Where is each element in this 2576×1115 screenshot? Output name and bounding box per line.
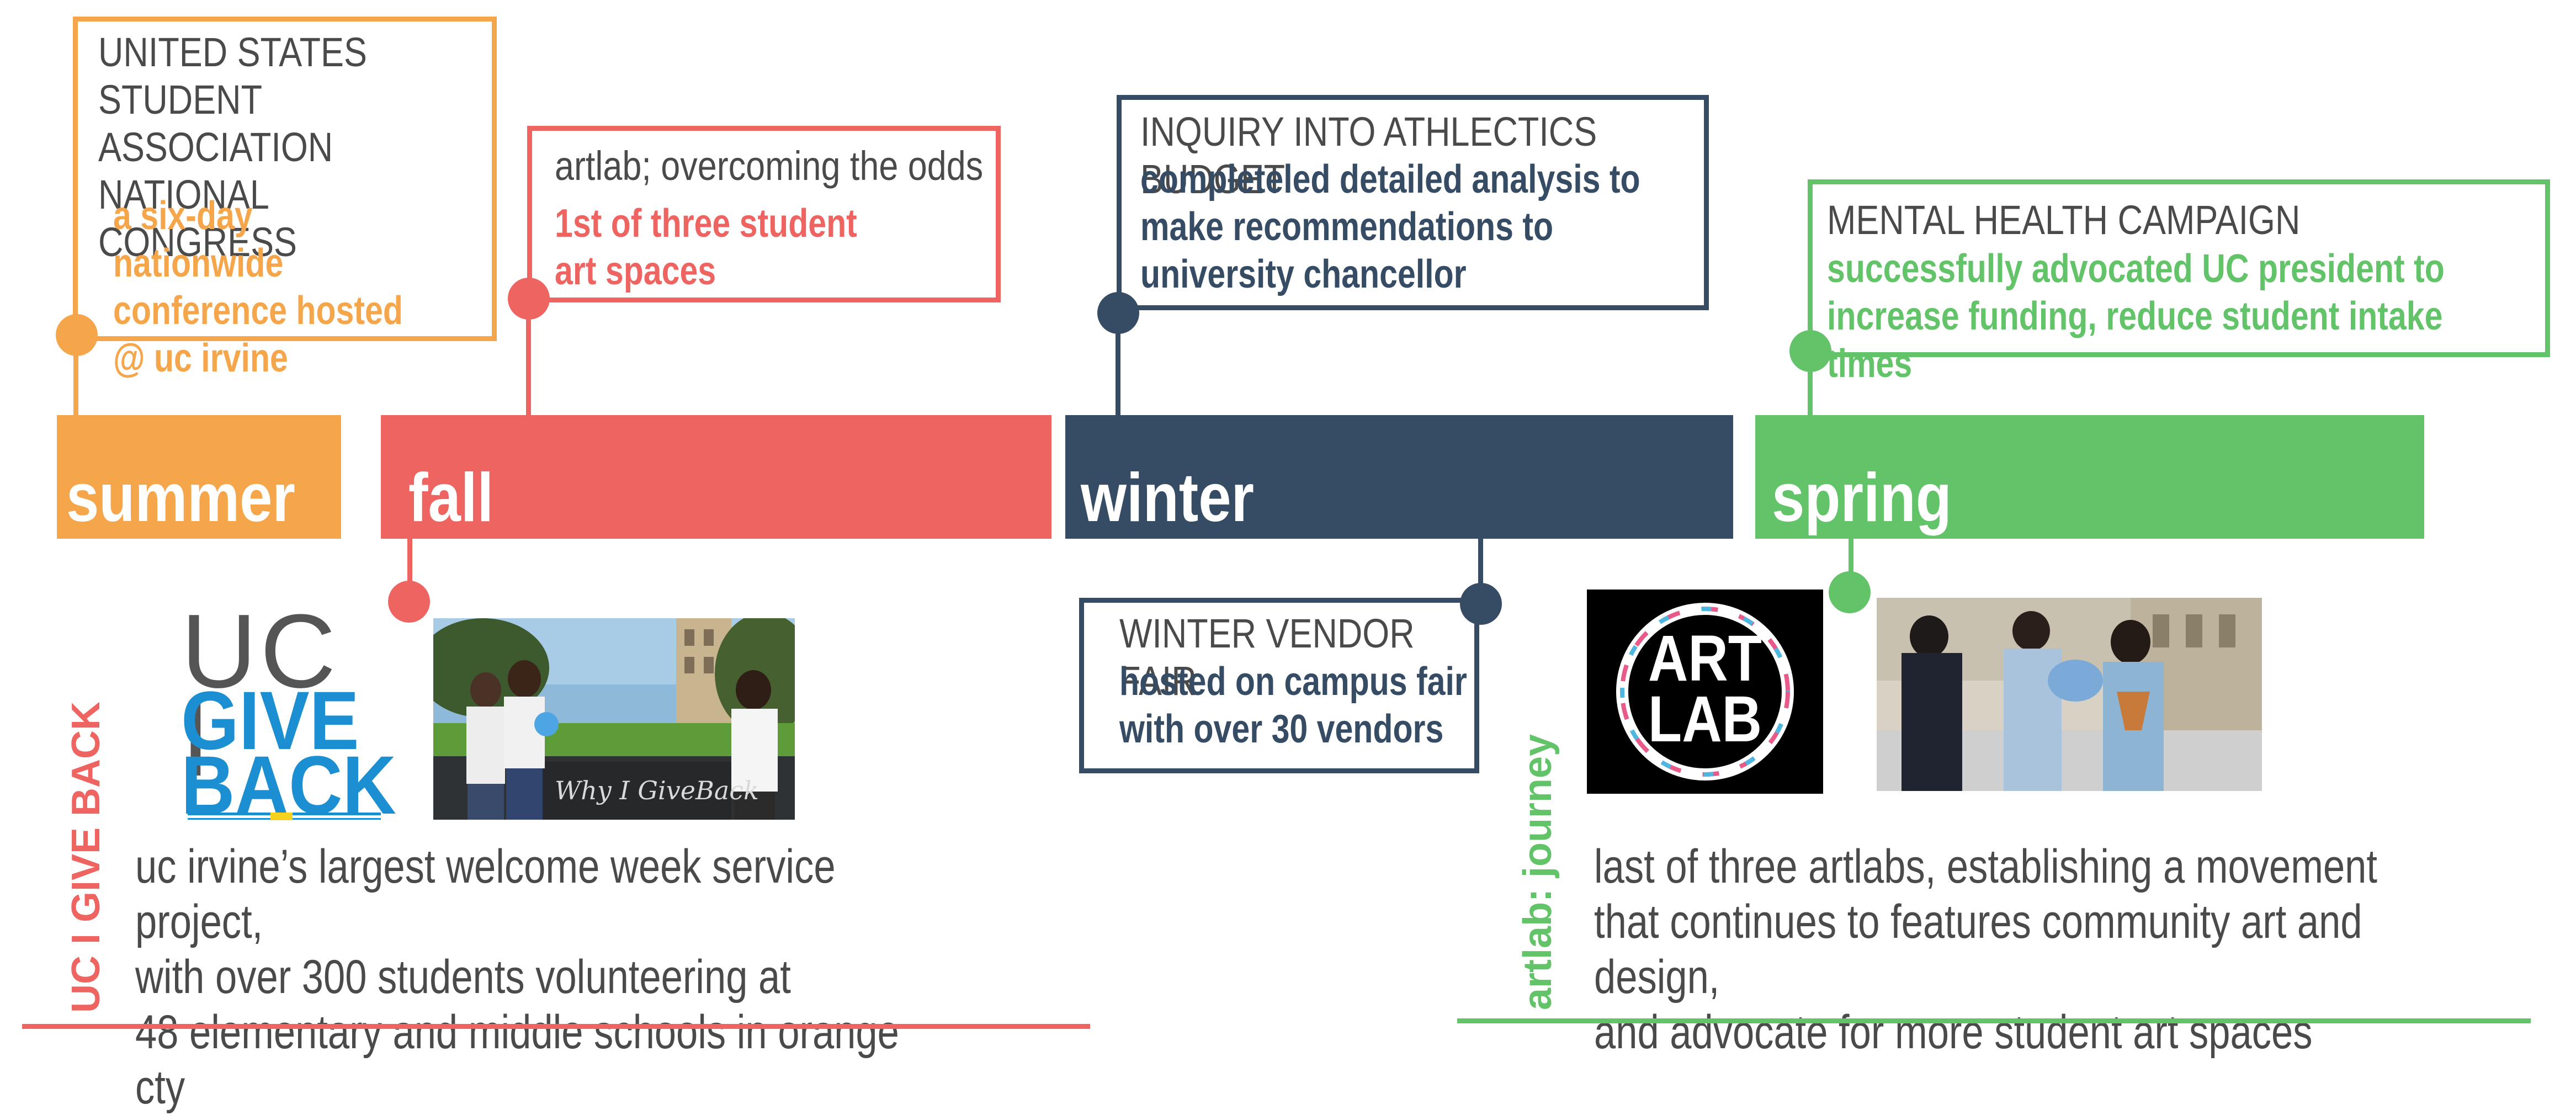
- winter-fair-title: WINTER VENDOR FAIR: [1119, 610, 1415, 704]
- artlab-students-photo: [1877, 598, 2262, 791]
- season-band-fall: [381, 415, 1051, 539]
- giveback-photo-illustration: [433, 618, 795, 820]
- spring-event-title: MENTAL HEALTH CAMPAIGN: [1827, 197, 2301, 243]
- winter-fair-callout: [1079, 598, 1479, 773]
- artlab-connector-line: [1849, 538, 1853, 591]
- season-label-spring: spring: [1772, 460, 1952, 536]
- season-label-fall: fall: [408, 460, 494, 536]
- uc-give-back-logo: UC I GIVE BACK: [177, 593, 397, 831]
- spring-marker-dot: [1789, 330, 1831, 372]
- winter-fair-connector-line: [1478, 538, 1483, 604]
- winter-fair-marker-dot: [1460, 583, 1502, 625]
- fall-event-detail: 1st of three student art spaces: [555, 201, 857, 293]
- fall-connector-line: [526, 298, 531, 417]
- logo-star-accent: [270, 813, 293, 820]
- logo-line-give: GIVE: [181, 674, 359, 767]
- logo-line-back: BACK: [181, 739, 396, 831]
- summer-connector-line: [73, 334, 78, 417]
- summer-marker-dot: [56, 314, 98, 356]
- summer-event-callout: [73, 17, 497, 341]
- fall-event-title: artlab; overcoming the odds: [555, 143, 984, 189]
- season-band-summer: [57, 415, 341, 539]
- spring-event-detail: successfully advocated UC president to i…: [1827, 247, 2445, 386]
- artlab-marker-dot: [1829, 571, 1871, 613]
- artlab-logo: ART LAB: [1587, 590, 1823, 794]
- season-band-spring: [1755, 415, 2424, 539]
- season-band-winter: [1065, 415, 1733, 539]
- giveback-marker-dot: [388, 581, 430, 623]
- winter-event-title: INQUIRY INTO ATHLECTICS BUDGET: [1140, 109, 1597, 202]
- summer-event-title: UNITED STATES STUDENT ASSOCIATION NATION…: [98, 29, 367, 265]
- artlab-description: last of three artlabs, establishing a mo…: [1594, 840, 2377, 1059]
- giveback-baseline-rule: [22, 1024, 1090, 1029]
- giveback-vertical-label: UC I GIVE BACK: [64, 701, 108, 1013]
- giveback-connector-line: [407, 538, 412, 604]
- winter-connector-line: [1116, 312, 1120, 417]
- artlab-logo-line-art: ART: [1648, 622, 1762, 695]
- fall-event-callout: [527, 126, 1001, 302]
- artlab-logo-line-lab: LAB: [1648, 683, 1762, 756]
- logo-line-uc: UC I: [181, 593, 339, 798]
- giveback-volunteers-photo: Why I GiveBack: [433, 618, 795, 820]
- artlab-baseline-rule: [1457, 1018, 2531, 1023]
- winter-event-callout: [1117, 95, 1709, 310]
- spring-connector-line: [1808, 353, 1813, 417]
- season-label-winter: winter: [1081, 460, 1255, 536]
- artlab-photo-illustration: [1877, 598, 2262, 791]
- winter-event-detail: completeled detailed analysis to make re…: [1140, 157, 1640, 296]
- summer-event-detail: a six-day nationwide conference hosted @…: [113, 194, 403, 380]
- artlab-logo-ring: [1616, 603, 1794, 781]
- giveback-description: uc irvine’s largest welcome week service…: [135, 840, 899, 1114]
- winter-fair-detail: hosted on campus fair with over 30 vendo…: [1119, 660, 1467, 751]
- spring-event-callout: [1808, 179, 2550, 357]
- chalkboard-text: Why I GiveBack: [555, 776, 759, 805]
- artlab-vertical-label: artlab: journey: [1516, 734, 1560, 1010]
- winter-marker-dot: [1097, 292, 1139, 334]
- fall-marker-dot: [508, 278, 550, 320]
- season-label-summer: summer: [66, 460, 295, 536]
